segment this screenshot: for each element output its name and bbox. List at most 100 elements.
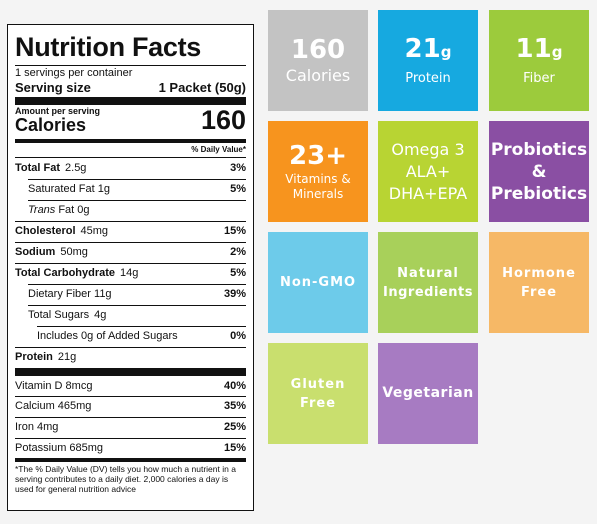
nutrient-pct: 15% [223,225,246,237]
tile-fiber-unit: g [551,43,563,61]
divider [28,284,246,285]
tile-non-gmo-text: Non-GMO [279,275,357,290]
nutrient-row-total-sugars: Total Sugars 4g [28,309,246,321]
divider [15,157,246,158]
nutrient-row-added-sugars: Includes 0g of Added Sugars 0% [37,330,246,342]
tile-vitamins: 23+ Vitamins & Minerals [268,121,368,222]
calories-label: Calories [15,115,87,135]
divider [28,305,246,306]
divider [15,396,246,397]
daily-value-header: % Daily Value* [191,145,246,154]
tile-calories: 160 Calories [268,10,368,111]
nutrient-pct: 5% [230,183,246,195]
tile-hormone-line1: Hormone [502,265,576,281]
divider [15,242,246,243]
nutrient-row-dietary-fiber: Dietary Fiber 11g 39% [28,288,246,300]
nutrient-name: Protein [15,351,53,363]
nutrient-qty: Fat 0g [58,204,90,216]
vitamin-pct: 25% [223,421,246,433]
calories-value: 160 [200,105,246,135]
tile-fiber-label: Fiber [523,71,555,86]
divider [37,326,246,327]
nutrient-row-trans-fat: Trans Fat 0g [28,204,246,216]
nutrient-name: Sodium [15,246,56,258]
tile-non-gmo: Non-GMO [268,232,368,333]
thick-divider [15,368,246,376]
tile-calories-value: 160 [290,34,346,65]
nutrient-row-sodium: Sodium 50mg 2% [15,246,246,258]
tile-vegetarian-text: Vegetarian [382,385,474,401]
label-title: Nutrition Facts [15,32,202,62]
vitamin-name: Calcium 465mg [15,400,92,412]
divider [28,200,246,201]
nutrient-name: Trans [28,204,56,216]
nutrient-name: Includes 0g of Added Sugars [37,330,178,342]
divider [15,347,246,348]
nutrient-row-total-fat: Total Fat 2.5g 3% [15,162,246,174]
divider [28,179,246,180]
medium-divider [15,139,246,143]
nutrient-name: Cholesterol [15,225,76,237]
tile-omega-line1: Omega 3 [391,139,465,159]
tile-vitamins-value: 23+ [289,140,347,171]
nutrient-qty: 50mg [60,246,88,258]
nutrient-qty: 4g [94,309,107,321]
medium-divider [15,458,246,462]
divider [15,263,246,264]
divider [15,221,246,222]
nutrient-name: Total Sugars [28,309,90,321]
tile-gluten-line2: Free [299,395,337,411]
tile-omega-line3: DHA+EPA [388,183,468,203]
tile-gluten-line1: Gluten [290,376,346,392]
vitamin-row-potassium: Potassium 685mg 15% [15,442,246,454]
nutrient-qty: 45mg [80,225,109,237]
nutrient-row-cholesterol: Cholesterol 45mg 15% [15,225,246,237]
nutrient-name: Total Carbohydrate [15,267,116,279]
nutrient-row-carbohydrate: Total Carbohydrate 14g 5% [15,267,246,279]
tile-vitamins-label: Vitamins & Minerals [285,171,351,201]
tile-probiotics-line1: Probiotics [490,139,588,160]
vitamin-pct: 40% [223,380,246,392]
vitamin-name: Iron 4mg [15,421,59,433]
tile-protein: 21g Protein [378,10,478,111]
nutrient-pct: 0% [230,330,246,342]
tile-omega: Omega 3 ALA+ DHA+EPA [378,121,478,222]
daily-value-footnote: *The % Daily Value (DV) tells you how mu… [15,464,236,494]
nutrient-qty: 2.5g [65,162,87,174]
tile-hormone: Hormone Free [489,232,589,333]
tile-natural: Natural Ingredients [378,232,478,333]
divider [15,438,246,439]
vitamin-row-d: Vitamin D 8mcg 40% [15,380,246,392]
nutrient-qty: 21g [57,351,77,363]
divider [15,65,246,66]
vitamin-pct: 35% [223,400,246,412]
tile-natural-line2: Ingredients [383,284,473,300]
nutrient-pct: 39% [223,288,246,300]
tile-probiotics-line3: Prebiotics [490,183,588,204]
tile-vegetarian: Vegetarian [378,343,478,444]
nutrient-pct: 3% [230,162,246,174]
tile-fiber: 11g Fiber [489,10,589,111]
tile-probiotics-line2: & [531,161,547,182]
nutrient-row-protein: Protein 21g [15,351,246,363]
vitamin-name: Vitamin D 8mcg [15,380,93,392]
tile-calories-label: Calories [285,65,351,85]
serving-size-value: 1 Packet (50g) [158,80,246,95]
tile-natural-line1: Natural [397,265,459,281]
tile-protein-label: Protein [405,71,451,86]
vitamin-row-calcium: Calcium 465mg 35% [15,400,246,412]
serving-size-label: Serving size [15,80,91,95]
nutrition-facts-label: Nutrition Facts 1 servings per container… [7,24,254,511]
nutrient-pct: 2% [230,246,246,258]
tile-omega-line2: ALA+ [405,161,451,181]
tile-fiber-number: 11 [515,34,552,64]
nutrient-row-saturated-fat: Saturated Fat 1g 5% [28,183,246,195]
tile-protein-number: 21 [404,34,441,64]
tile-gluten: Gluten Free [268,343,368,444]
tile-probiotics: Probiotics & Prebiotics [489,121,589,222]
vitamin-name: Potassium 685mg [15,442,104,454]
tile-fiber-value: 11g [516,34,563,67]
vitamin-pct: 15% [223,442,246,454]
nutrient-name: Saturated Fat 1g [28,183,110,195]
